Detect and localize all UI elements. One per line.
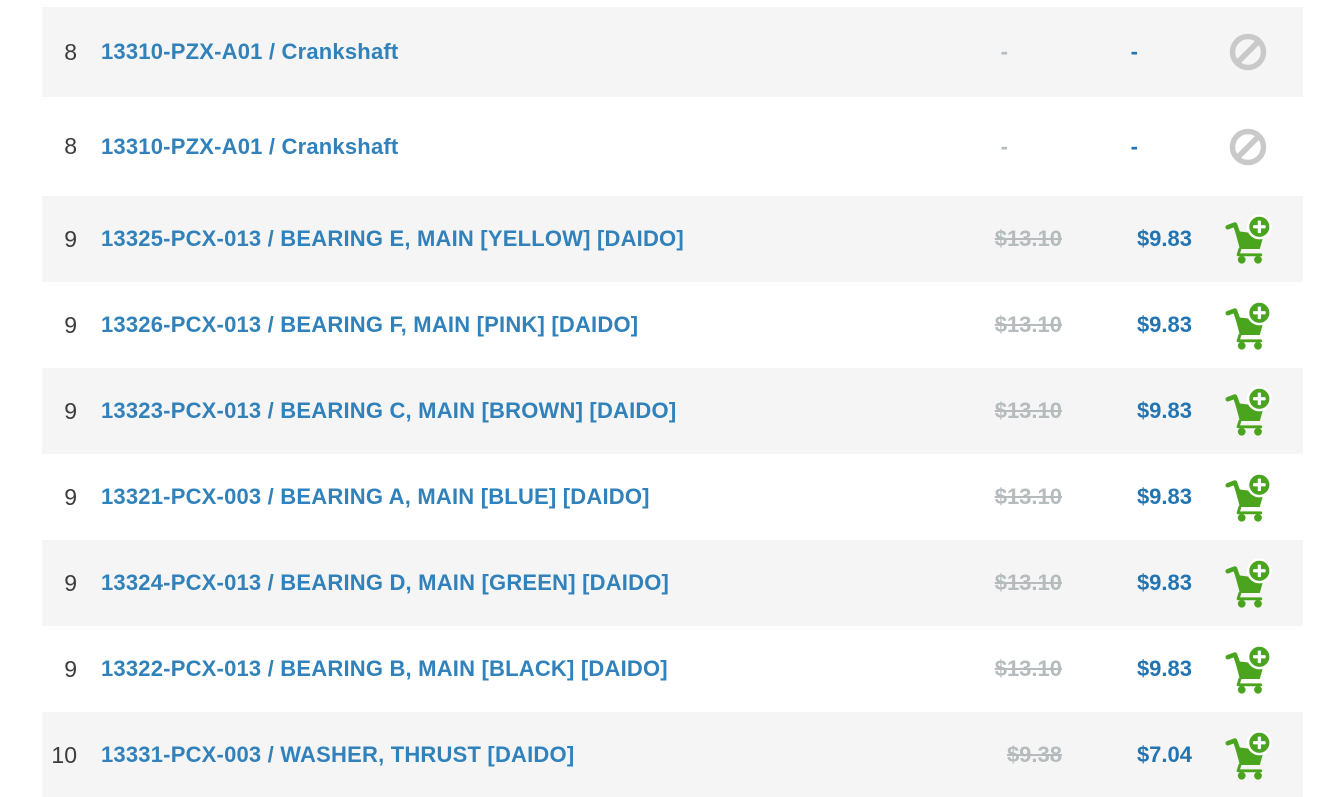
part-link[interactable]: 13325-PCX-013 / BEARING E, MAIN [YELLOW]… <box>101 226 684 251</box>
row-number: 8 <box>64 133 77 159</box>
action-cell <box>1218 33 1278 71</box>
add-to-cart-button[interactable] <box>1224 471 1272 526</box>
old-price: $13.10 <box>994 398 1062 423</box>
action-cell <box>1218 385 1278 437</box>
row-number: 9 <box>64 225 77 252</box>
table-row: 8 13310-PZX-A01 / Crankshaft - - <box>42 97 1303 196</box>
cart-plus-icon <box>1224 644 1272 698</box>
action-cell <box>1218 213 1278 265</box>
cart-plus-icon <box>1224 472 1272 526</box>
row-number: 8 <box>64 38 77 65</box>
old-price: $13.10 <box>994 484 1062 509</box>
part-link[interactable]: 13324-PCX-013 / BEARING D, MAIN [GREEN] … <box>101 570 670 595</box>
table-row: 10 13331-PCX-003 / WASHER, THRUST [DAIDO… <box>42 712 1303 797</box>
cart-plus-icon <box>1224 214 1272 268</box>
part-link[interactable]: 13326-PCX-013 / BEARING F, MAIN [PINK] [… <box>101 312 639 337</box>
action-cell <box>1218 299 1278 351</box>
table-row: 9 13322-PCX-013 / BEARING B, MAIN [BLACK… <box>42 626 1303 712</box>
add-to-cart-button[interactable] <box>1224 557 1272 612</box>
table-row: 9 13321-PCX-003 / BEARING A, MAIN [BLUE]… <box>42 454 1303 540</box>
part-link[interactable]: 13331-PCX-003 / WASHER, THRUST [DAIDO] <box>101 742 575 767</box>
table-row: 9 13325-PCX-013 / BEARING E, MAIN [YELLO… <box>42 196 1303 282</box>
old-price: $9.38 <box>1006 742 1062 767</box>
table-row: 9 13326-PCX-013 / BEARING F, MAIN [PINK]… <box>42 282 1303 368</box>
add-to-cart-button[interactable] <box>1224 213 1272 268</box>
row-number: 9 <box>64 569 77 596</box>
old-price: $13.10 <box>994 312 1062 337</box>
unavailable-icon <box>1229 128 1267 166</box>
current-price: $9.83 <box>1136 484 1192 509</box>
cart-plus-icon <box>1224 558 1272 612</box>
cart-plus-icon <box>1224 300 1272 354</box>
part-link[interactable]: 13321-PCX-003 / BEARING A, MAIN [BLUE] [… <box>101 484 650 509</box>
action-cell <box>1218 557 1278 609</box>
current-price: $9.83 <box>1136 312 1192 337</box>
table-row: 8 13310-PZX-A01 / Crankshaft - - <box>42 7 1303 97</box>
row-number: 9 <box>64 483 77 510</box>
old-price: $13.10 <box>994 656 1062 681</box>
part-link[interactable]: 13322-PCX-013 / BEARING B, MAIN [BLACK] … <box>101 656 668 681</box>
add-to-cart-button[interactable] <box>1224 385 1272 440</box>
current-price: $9.83 <box>1136 656 1192 681</box>
action-cell <box>1218 729 1278 781</box>
current-price: $9.83 <box>1136 570 1192 595</box>
current-price: $7.04 <box>1136 742 1192 767</box>
current-price: - <box>1130 133 1138 159</box>
add-to-cart-button[interactable] <box>1224 729 1272 784</box>
row-number: 9 <box>64 655 77 682</box>
add-to-cart-button[interactable] <box>1224 299 1272 354</box>
row-number: 9 <box>64 397 77 424</box>
cart-plus-icon <box>1224 386 1272 440</box>
add-to-cart-button[interactable] <box>1224 643 1272 698</box>
unavailable-icon <box>1229 33 1267 71</box>
row-number: 9 <box>64 311 77 338</box>
current-price: $9.83 <box>1136 226 1192 251</box>
action-cell <box>1218 471 1278 523</box>
current-price: $9.83 <box>1136 398 1192 423</box>
action-cell <box>1218 643 1278 695</box>
part-link[interactable]: 13310-PZX-A01 / Crankshaft <box>101 39 399 64</box>
old-price: $13.10 <box>994 570 1062 595</box>
old-price: $13.10 <box>994 226 1062 251</box>
old-price: - <box>1000 133 1008 159</box>
old-price: - <box>1000 39 1008 64</box>
part-link[interactable]: 13310-PZX-A01 / Crankshaft <box>101 133 399 159</box>
table-row: 9 13323-PCX-013 / BEARING C, MAIN [BROWN… <box>42 368 1303 454</box>
row-number: 10 <box>51 741 77 768</box>
cart-plus-icon <box>1224 730 1272 784</box>
part-link[interactable]: 13323-PCX-013 / BEARING C, MAIN [BROWN] … <box>101 398 677 423</box>
action-cell <box>1218 128 1278 166</box>
table-row: 9 13324-PCX-013 / BEARING D, MAIN [GREEN… <box>42 540 1303 626</box>
current-price: - <box>1130 39 1138 64</box>
parts-table: 8 13310-PZX-A01 / Crankshaft - - <box>42 7 1303 797</box>
